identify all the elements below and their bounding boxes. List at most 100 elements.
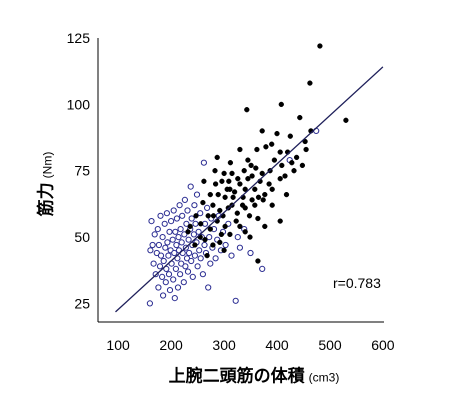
filled-data-point: [218, 231, 225, 238]
filled-data-point: [249, 173, 255, 179]
x-tick-label: 100: [106, 337, 130, 353]
filled-data-point: [246, 213, 253, 219]
filled-data-point: [201, 178, 207, 184]
open-data-point: [188, 215, 195, 222]
filled-data-point: [187, 223, 193, 230]
filled-data-point: [259, 128, 265, 134]
open-data-point: [183, 255, 191, 262]
filled-data-point: [231, 189, 238, 195]
open-data-point: [159, 234, 166, 241]
filled-data-point: [297, 114, 303, 121]
open-data-point: [169, 236, 176, 243]
filled-data-point: [279, 162, 285, 169]
filled-data-point: [287, 133, 293, 139]
open-data-point: [149, 241, 156, 249]
open-data-point: [155, 241, 162, 249]
open-data-point: [206, 234, 213, 241]
open-data-point: [172, 265, 179, 272]
x-axis-label: 上腕二頭筋の体積: [168, 366, 305, 387]
open-data-point: [187, 183, 194, 190]
open-data-point: [197, 210, 204, 217]
filled-data-point: [262, 191, 268, 198]
filled-data-point: [299, 162, 306, 169]
filled-data-point: [217, 207, 223, 214]
open-data-point: [190, 231, 197, 238]
open-data-point: [165, 252, 172, 259]
open-data-point: [157, 252, 165, 259]
filled-data-point: [254, 146, 260, 153]
correlation-annotation: r=0.783: [333, 275, 381, 291]
open-data-point: [163, 210, 170, 217]
filled-data-point: [245, 157, 251, 163]
filled-data-point: [252, 202, 258, 208]
filled-data-point: [210, 213, 217, 219]
x-axis-title: 上腕二頭筋の体積 (cm3): [168, 366, 340, 387]
filled-data-point: [210, 202, 216, 208]
y-tick-label: 25: [74, 295, 90, 311]
filled-data-point: [252, 186, 258, 192]
y-tick-label: 100: [67, 96, 91, 112]
open-data-point: [181, 196, 188, 203]
open-data-point: [180, 279, 187, 286]
filled-data-point: [214, 154, 220, 161]
open-data-point: [163, 265, 170, 272]
open-data-point: [207, 260, 214, 267]
filled-data-point: [192, 242, 198, 248]
open-data-point: [192, 220, 199, 227]
filled-data-point: [269, 141, 275, 147]
filled-data-point: [277, 218, 283, 224]
open-data-point: [181, 231, 188, 238]
filled-data-point: [255, 258, 261, 264]
x-tick-label: 300: [212, 337, 236, 353]
filled-data-point: [307, 80, 313, 86]
filled-data-point: [224, 186, 230, 192]
open-data-point: [194, 263, 201, 270]
open-data-point: [201, 241, 208, 249]
open-data-point: [184, 207, 191, 214]
filled-data-point: [235, 176, 241, 182]
open-data-point: [197, 255, 204, 262]
open-data-point: [186, 249, 193, 257]
open-data-point: [184, 268, 192, 275]
filled-data-point: [226, 178, 232, 184]
filled-data-point: [293, 154, 300, 161]
open-data-point: [177, 271, 184, 278]
filled-data-point: [271, 157, 278, 163]
filled-data-point: [245, 176, 251, 182]
filled-data-point: [242, 229, 248, 235]
open-data-point: [172, 228, 179, 235]
open-data-point: [178, 260, 185, 267]
filled-data-point: [260, 197, 266, 203]
x-tick-label: 500: [318, 337, 342, 353]
filled-data-point: [222, 194, 228, 200]
open-data-point: [157, 212, 164, 219]
filled-data-point: [277, 149, 283, 155]
filled-data-point: [263, 144, 269, 150]
filled-data-point: [269, 202, 275, 208]
filled-data-point: [242, 186, 248, 192]
open-data-point: [156, 263, 164, 270]
filled-data-point: [212, 168, 218, 174]
open-data-point: [173, 241, 180, 249]
open-data-point: [150, 260, 157, 267]
open-data-point: [191, 252, 198, 259]
filled-data-point: [221, 170, 227, 177]
filled-data-point: [193, 213, 199, 219]
filled-data-point: [244, 107, 250, 113]
open-data-point: [179, 212, 186, 219]
filled-data-point: [207, 191, 213, 198]
filled-data-point: [247, 234, 253, 240]
regression-line: [115, 66, 384, 313]
filled-data-point: [234, 210, 240, 216]
filled-data-point: [253, 165, 259, 171]
filled-data-point: [233, 218, 239, 224]
filled-data-point: [255, 194, 262, 200]
open-data-point: [195, 228, 202, 235]
open-data-point: [159, 273, 166, 280]
open-data-point: [236, 244, 243, 251]
open-data-point: [228, 252, 235, 259]
y-tick-label: 125: [67, 30, 91, 46]
filled-data-point: [230, 194, 236, 200]
open-data-point: [259, 265, 266, 272]
